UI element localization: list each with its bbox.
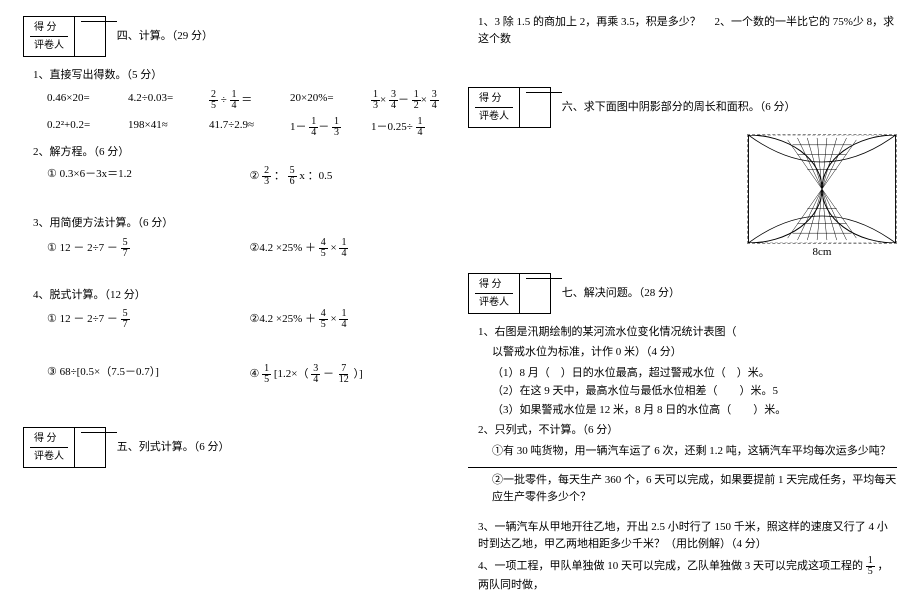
p1-1: （1）8 月（ ）日的水位最高，超过警戒水位（ ）米。 bbox=[492, 365, 897, 382]
tx2: ②4.2 ×25% ＋ 45 × 14 bbox=[250, 309, 453, 330]
right-page: 1、3 除 1.5 的商加上 2，再乘 3.5，积是多少？ 2、一个数的一半比它… bbox=[460, 10, 905, 549]
c2a: 0.2²+0.2= bbox=[47, 117, 128, 138]
q2-title: 2、解方程。（6 分） bbox=[33, 144, 452, 161]
tx4: ④ 15 [1.2×（ 34 － 712 ）] bbox=[250, 364, 453, 385]
p3: 3、一辆汽车从甲地开往乙地，开出 2.5 小时行了 150 千米，照这样的速度又… bbox=[478, 519, 897, 552]
q3-title: 3、用简便方法计算。（6 分） bbox=[33, 215, 452, 232]
top-q1: 1、3 除 1.5 的商加上 2，再乘 3.5，积是多少？ bbox=[478, 16, 701, 28]
answer-line-1 bbox=[468, 467, 897, 468]
p1-3: （3）如果警戒水位是 12 米，8 月 8 日的水位高（ ）米。 bbox=[492, 402, 897, 419]
score-label: 得 分 bbox=[30, 19, 68, 37]
p1b: 以警戒水位为标准，计作 0 米）（4 分） bbox=[492, 344, 897, 361]
calc-row2: 0.2²+0.2= 198×41≈ 41.7÷2.9≈ 1－ 14－ 13 1－… bbox=[47, 117, 452, 138]
c1c: 25 ÷ 14 ＝ bbox=[209, 90, 290, 111]
calc-row1: 0.46×20= 4.2÷0.03= 25 ÷ 14 ＝ 20×20%= 13×… bbox=[47, 90, 452, 111]
tx-row1: ① 12 － 2÷7 － 57 ②4.2 ×25% ＋ 45 × 14 bbox=[47, 309, 452, 330]
c2b: 198×41≈ bbox=[128, 117, 209, 138]
section6-title: 六、求下面图中阴影部分的周长和面积。（6 分） bbox=[562, 99, 796, 116]
sm-row: ① 12 － 2÷7 － 57 ②4.2 ×25% ＋ 45 × 14 bbox=[47, 238, 452, 259]
score-box-6: 得 分评卷人 bbox=[468, 87, 551, 128]
p2a: ①有 30 吨货物，用一辆汽车运了 6 次，还剩 1.2 吨，这辆汽车平均每次运… bbox=[492, 443, 897, 460]
eq-row: ① 0.3×6－3x＝1.2 ② 23 ： 56 x ：0.5 bbox=[47, 166, 452, 187]
p2: 2、只列式，不计算。（6 分） bbox=[478, 422, 897, 439]
sm1: ① 12 － 2÷7 － 57 bbox=[47, 238, 250, 259]
section7-title: 七、解决问题。（28 分） bbox=[562, 285, 680, 302]
q4-title: 4、脱式计算。（12 分） bbox=[33, 287, 452, 304]
geom-label: 8cm bbox=[747, 244, 897, 261]
hourglass-svg bbox=[748, 135, 896, 243]
score-box-5: 得 分评卷人 bbox=[23, 427, 106, 468]
section7-block: 得 分评卷人 七、解决问题。（28 分） 0.10.20.40.60.710.7… bbox=[468, 267, 897, 598]
c2d: 1－ 14－ 13 bbox=[290, 117, 371, 138]
eq1: ① 0.3×6－3x＝1.2 bbox=[47, 166, 250, 187]
c2c: 41.7÷2.9≈ bbox=[209, 117, 290, 138]
eq2: ② 23 ： 56 x ：0.5 bbox=[250, 166, 453, 187]
c2e: 1－0.25÷ 14 bbox=[371, 117, 452, 138]
c1e: 13× 34－ 12× 34 bbox=[371, 90, 452, 111]
p4: 4、一项工程，甲队单独做 10 天可以完成，乙队单独做 3 天可以完成这项工程的… bbox=[478, 556, 897, 594]
score-section-4: 得 分 评卷人 四、计算。（29 分） bbox=[23, 10, 452, 63]
c1b: 4.2÷0.03= bbox=[128, 90, 209, 111]
score-box-7: 得 分评卷人 bbox=[468, 273, 551, 314]
top-questions: 1、3 除 1.5 的商加上 2，再乘 3.5，积是多少？ 2、一个数的一半比它… bbox=[478, 14, 897, 47]
score-section-5: 得 分评卷人 五、列式计算。（6 分） bbox=[23, 421, 452, 474]
section6-block: 得 分评卷人 六、求下面图中阴影部分的周长和面积。（6 分） bbox=[468, 81, 897, 261]
geom-figure: 8cm bbox=[747, 134, 897, 261]
c1d: 20×20%= bbox=[290, 90, 371, 111]
score-labels: 得 分 评卷人 bbox=[24, 17, 75, 56]
tx-row2: ③ 68÷[0.5×（7.5－0.7）] ④ 15 [1.2×（ 34 － 71… bbox=[47, 364, 452, 385]
p2b: ②一批零件，每天生产 360 个，6 天可以完成，如果要提前 1 天完成任务，平… bbox=[492, 472, 897, 505]
section5-title: 五、列式计算。（6 分） bbox=[117, 439, 230, 456]
section4-title: 四、计算。（29 分） bbox=[117, 28, 213, 45]
p1-2: （2）在这 9 天中，最高水位与最低水位相差（ ）米。5 bbox=[492, 383, 897, 400]
tx1: ① 12 － 2÷7 － 57 bbox=[47, 309, 250, 330]
score-blank bbox=[75, 17, 105, 56]
q1-title: 1、直接写出得数。（5 分） bbox=[33, 67, 452, 84]
score-box-4: 得 分 评卷人 bbox=[23, 16, 106, 57]
tx3: ③ 68÷[0.5×（7.5－0.7）] bbox=[47, 364, 250, 385]
p1: 1、右图是汛期绘制的某河流水位变化情况统计表图（ bbox=[478, 324, 897, 341]
marker-label: 评卷人 bbox=[30, 37, 68, 54]
left-page: 得 分 评卷人 四、计算。（29 分） 1、直接写出得数。（5 分） 0.46×… bbox=[15, 10, 460, 549]
c1a: 0.46×20= bbox=[47, 90, 128, 111]
sm2: ②4.2 ×25% ＋ 45 × 14 bbox=[250, 238, 453, 259]
